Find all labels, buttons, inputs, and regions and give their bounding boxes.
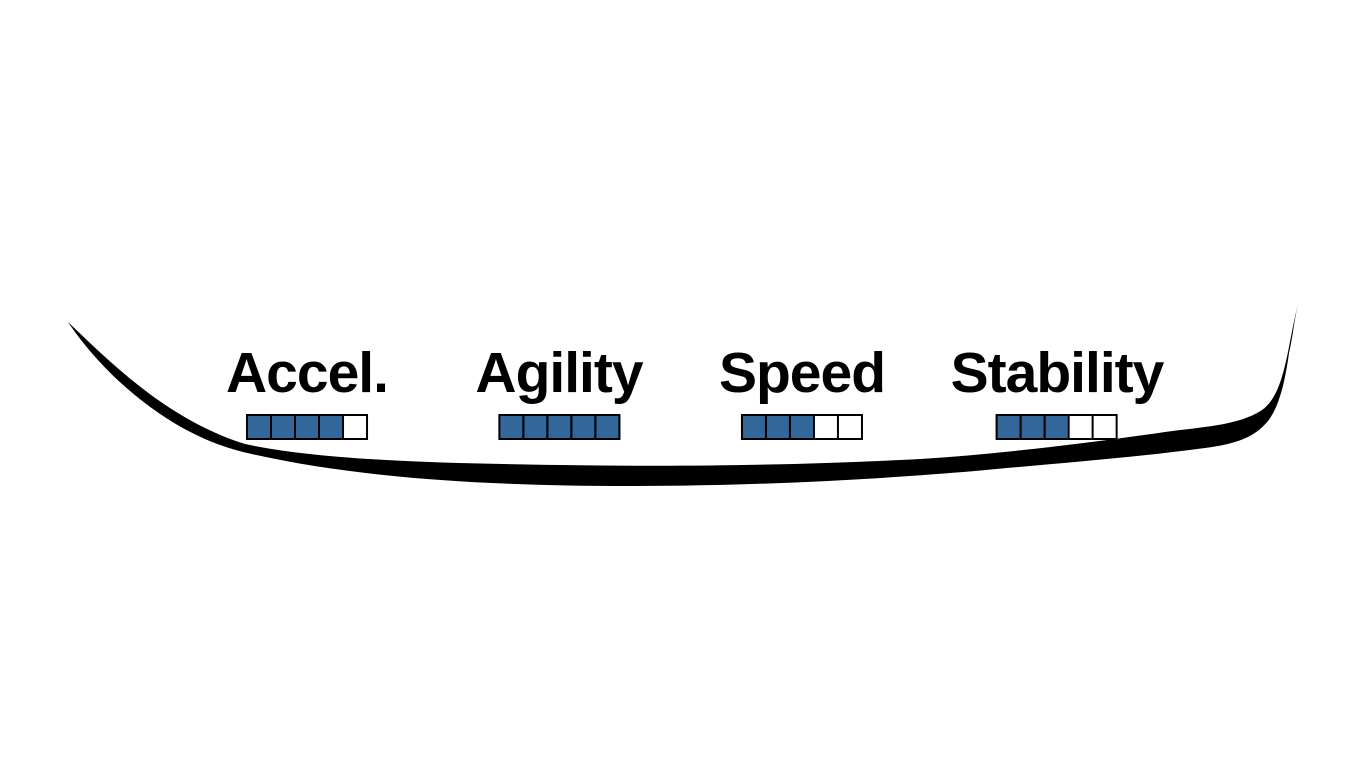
stat-group-accel: Accel. [226,341,389,440]
stat-group-speed: Speed [718,341,886,440]
rating-cell-filled [765,414,791,440]
rating-cell-filled [269,414,296,440]
stat-label-agility: Agility [475,341,643,405]
stat-group-stability: Stability [951,345,1164,440]
stat-label-stability: Stability [950,341,1165,405]
rating-cell-filled [570,414,596,440]
stat-bar-agility [498,414,620,440]
rating-cell-filled [498,414,524,440]
stat-label-accel: Accel. [226,341,389,405]
rating-cell-filled [522,414,548,440]
stat-bar-stability [996,414,1118,440]
rating-cell-empty [1092,414,1118,440]
rating-cell-filled [1044,414,1070,440]
rating-cell-filled [741,414,767,440]
rating-cell-filled [996,414,1022,440]
rating-cell-empty [837,414,863,440]
rating-cell-empty [341,414,368,440]
rating-cell-filled [293,414,320,440]
rating-cell-filled [317,414,344,440]
stat-label-speed: Speed [718,341,886,405]
rating-cell-empty [1068,414,1094,440]
rating-cell-empty [813,414,839,440]
rating-cell-filled [546,414,572,440]
rating-cell-filled [594,414,620,440]
stat-group-agility: Agility [475,341,644,440]
rating-cell-filled [789,414,815,440]
rating-cell-filled [245,414,272,440]
stat-bar-speed [741,414,863,440]
rating-cell-filled [1020,414,1046,440]
stat-bar-accel [245,414,368,440]
